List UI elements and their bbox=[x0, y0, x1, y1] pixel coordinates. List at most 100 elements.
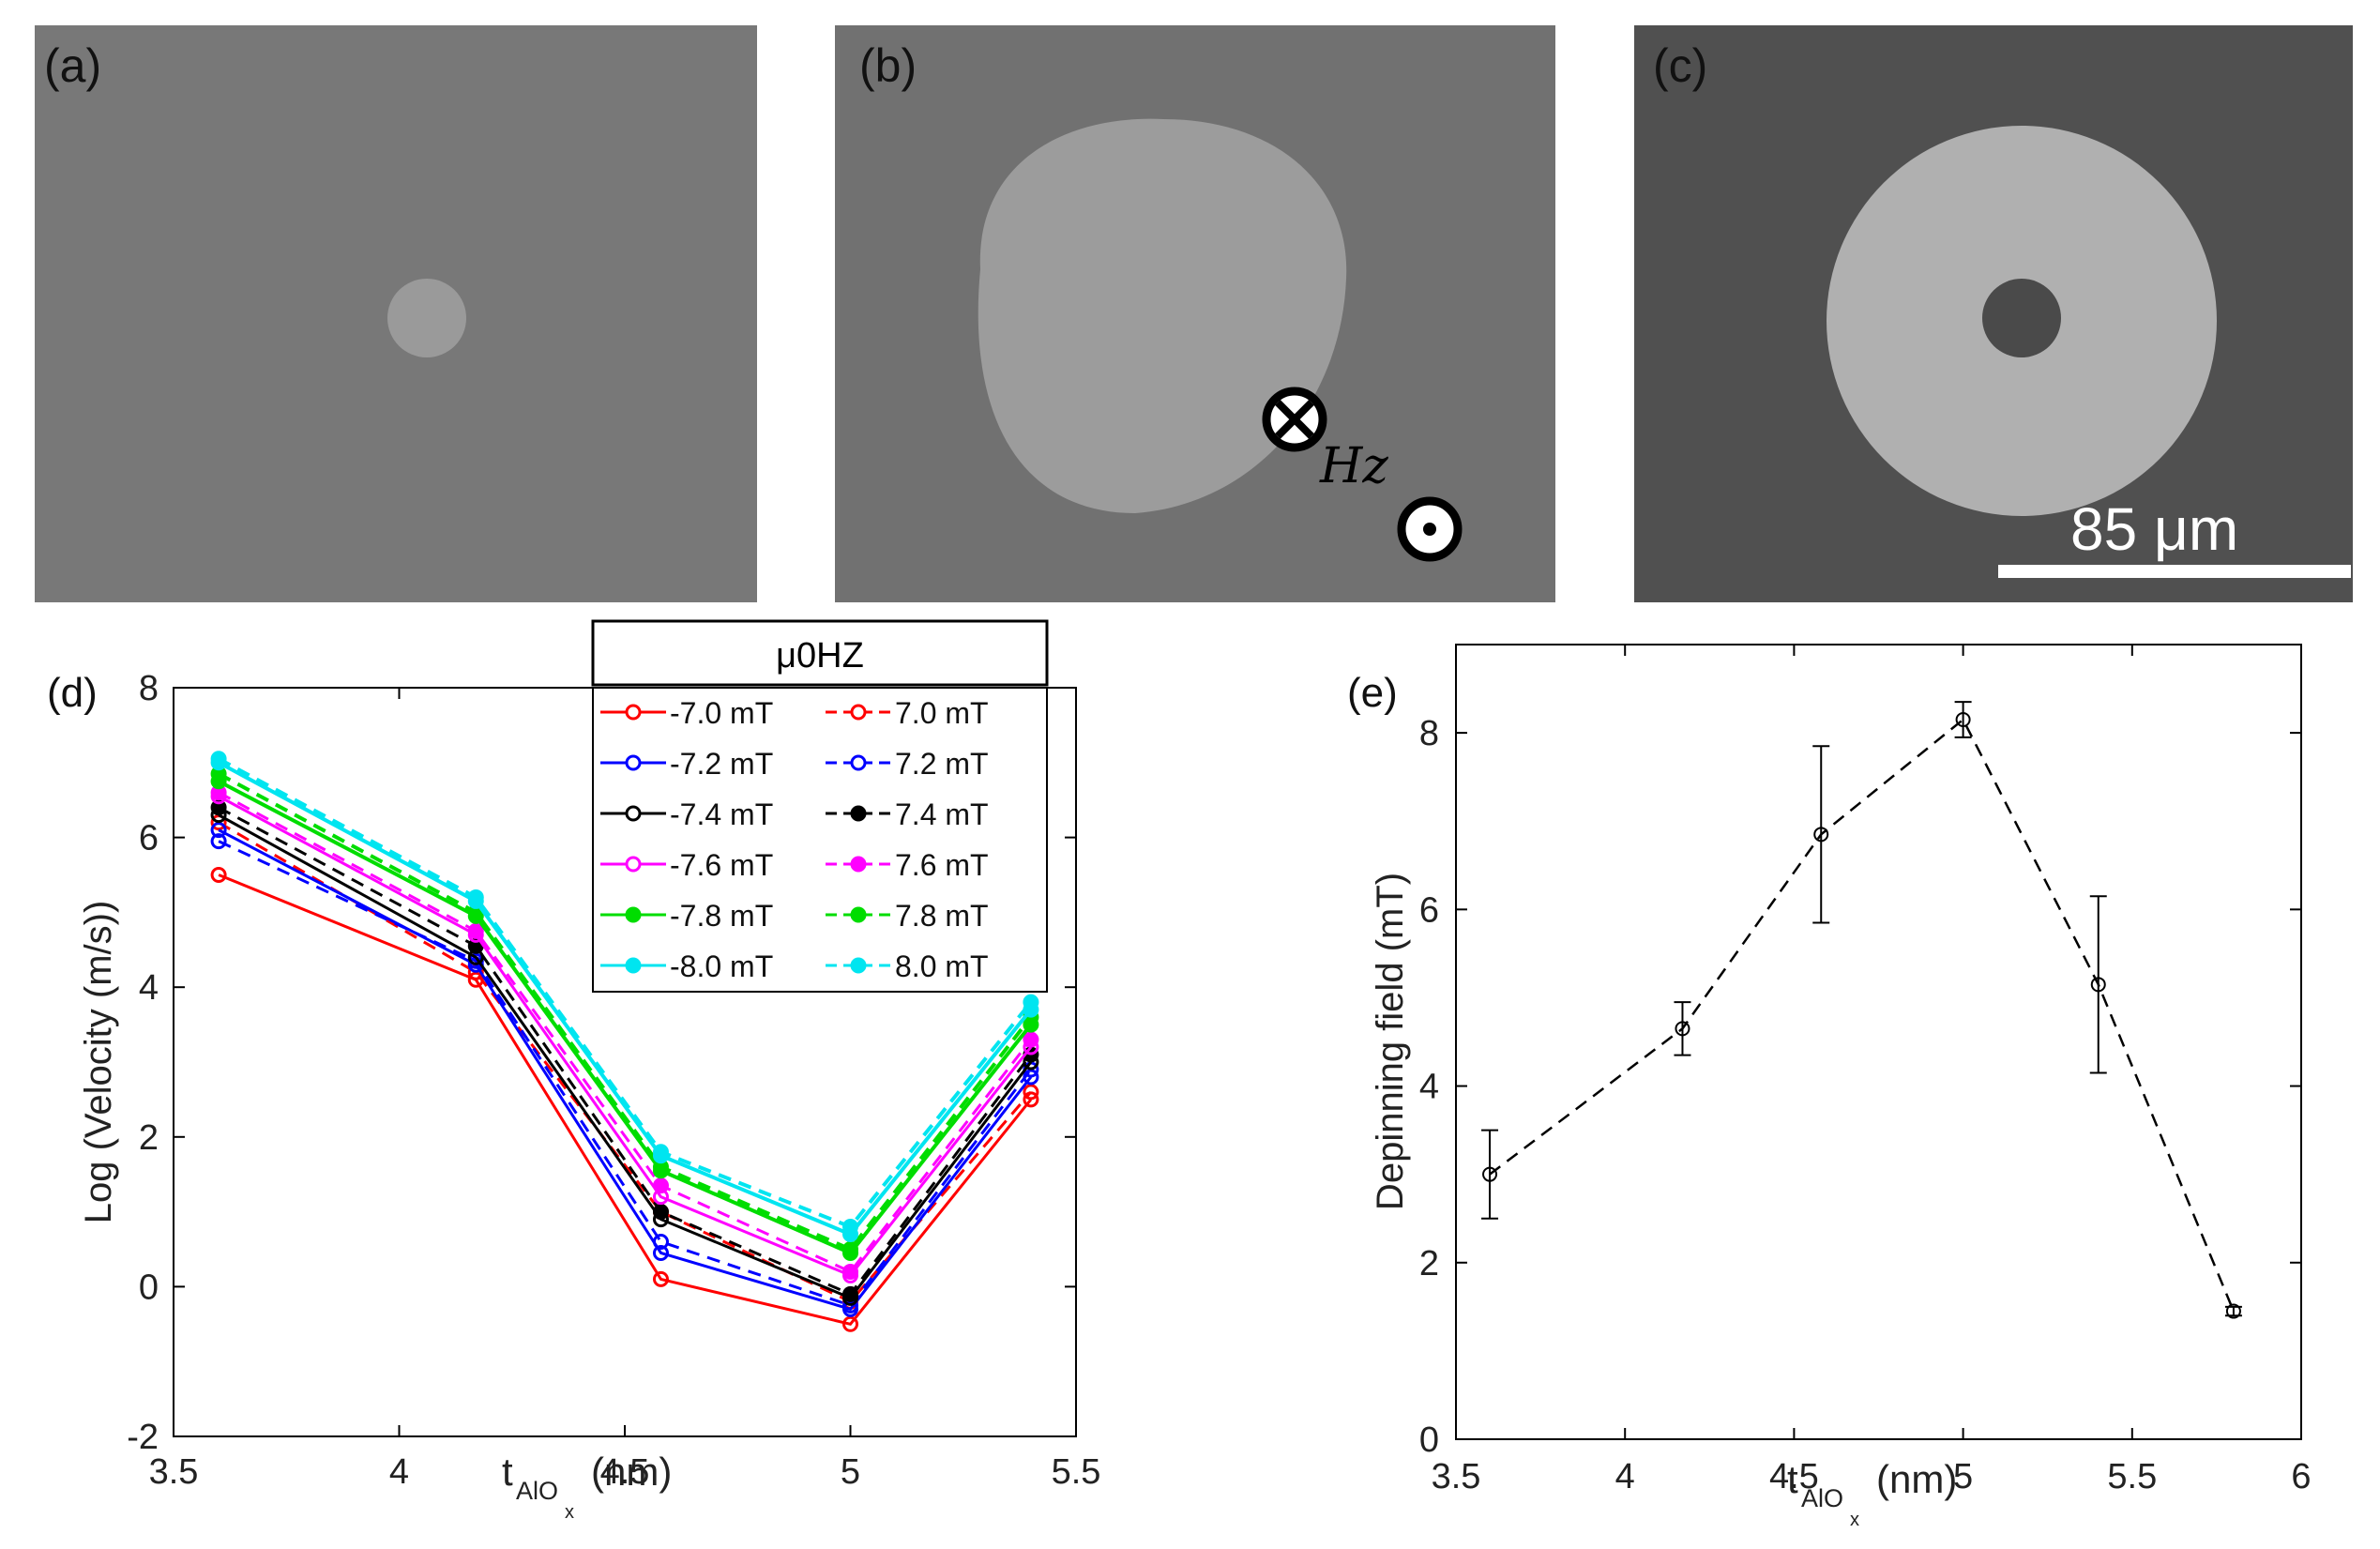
data-point bbox=[842, 1241, 858, 1257]
x-axis-label-t: t bbox=[502, 1450, 513, 1494]
legend-marker bbox=[625, 805, 642, 822]
data-point bbox=[652, 1244, 669, 1261]
panel-label-c: (c) bbox=[1653, 39, 1708, 92]
data-point bbox=[842, 1263, 858, 1280]
legend-marker bbox=[850, 704, 867, 721]
panel-label-a: (a) bbox=[44, 39, 102, 92]
data-point bbox=[652, 1177, 669, 1194]
x-tick-label-d: 4 bbox=[389, 1452, 409, 1492]
y-tick-label-d: 8 bbox=[139, 669, 159, 708]
series-line-3 bbox=[218, 828, 1033, 1312]
legend-marker bbox=[625, 754, 642, 771]
field-into-page-icon bbox=[1262, 387, 1327, 452]
y-tick-label-e: 8 bbox=[1419, 714, 1439, 753]
y-tick-label-d: 4 bbox=[139, 968, 159, 1008]
plot-frame-e bbox=[1455, 644, 2302, 1440]
x-tick-label-e: 6 bbox=[2291, 1457, 2311, 1496]
data-point bbox=[210, 833, 227, 850]
data-point bbox=[210, 822, 227, 839]
legend-marker bbox=[850, 754, 867, 771]
micrograph-c: 85 μm (c) bbox=[1634, 25, 2353, 602]
series-line-1 bbox=[218, 873, 1033, 1326]
data-point bbox=[652, 1144, 669, 1161]
depinning-chart: (e) 3.5 4 4.5 5 5.5 6 0 2 4 6 8 Depinning field (m… bbox=[1347, 644, 2312, 1530]
data-point bbox=[1023, 1084, 1039, 1101]
data-point bbox=[210, 867, 227, 883]
data-point bbox=[652, 1234, 669, 1251]
legend-box bbox=[592, 687, 1048, 993]
field-label: Hz bbox=[1320, 438, 1388, 494]
legend-marker bbox=[625, 856, 642, 873]
x-tick-label-d: 5.5 bbox=[1052, 1452, 1101, 1492]
legend-marker bbox=[850, 957, 867, 974]
data-point-e bbox=[2090, 977, 2106, 993]
x-axis-label-subsub: x bbox=[565, 1502, 574, 1523]
data-point bbox=[1023, 1031, 1039, 1048]
legend-marker bbox=[625, 704, 642, 721]
small-domain bbox=[387, 279, 466, 357]
x-axis-label-t-e: t bbox=[1787, 1457, 1798, 1501]
micrograph-a: (a) bbox=[35, 25, 757, 602]
scale-bar bbox=[1998, 565, 2351, 578]
y-axis-label-d: Log (Velocity (m/s)) bbox=[78, 901, 119, 1224]
data-point bbox=[842, 1285, 858, 1302]
y-tick-label-e: 6 bbox=[1419, 890, 1439, 930]
data-point-e bbox=[1955, 711, 1971, 727]
x-tick-label-e: 3.5 bbox=[1432, 1457, 1481, 1496]
data-point bbox=[467, 922, 484, 939]
data-point-e bbox=[1813, 827, 1829, 843]
legend-entry-label: -7.0 mT bbox=[670, 696, 773, 730]
x-axis-label-sub-e: AlO bbox=[1801, 1484, 1843, 1512]
data-point bbox=[210, 799, 227, 816]
legend-marker bbox=[850, 856, 867, 873]
x-axis-label-subsub-e: x bbox=[1850, 1510, 1859, 1530]
panel-label-d: (d) bbox=[47, 670, 98, 716]
legend-marker bbox=[850, 906, 867, 923]
panel-label-e: (e) bbox=[1347, 670, 1398, 716]
y-tick-label-e: 2 bbox=[1419, 1244, 1439, 1283]
large-domain bbox=[978, 118, 1347, 513]
series-line-2 bbox=[218, 821, 1033, 1304]
inner-hole bbox=[1982, 279, 2061, 357]
data-point-e bbox=[1675, 1021, 1690, 1037]
x-tick-label-e: 4.5 bbox=[1769, 1457, 1819, 1496]
data-point bbox=[842, 1219, 858, 1236]
data-point bbox=[652, 1270, 669, 1287]
y-tick-label-d: -2 bbox=[127, 1418, 159, 1457]
legend-entry-label: 8.0 mT bbox=[895, 949, 989, 983]
legend-marker bbox=[850, 805, 867, 822]
y-tick-label-e: 0 bbox=[1419, 1420, 1439, 1460]
scale-bar-label: 85 μm bbox=[2070, 495, 2239, 563]
x-tick-label-d: 4.5 bbox=[600, 1452, 650, 1492]
legend-entry-label: 7.6 mT bbox=[895, 848, 989, 882]
velocity-chart: (d) 3.5 4 4.5 5 5.5 -2 0 2 4 6 8 Log (Velocity (m/… bbox=[47, 619, 1101, 1523]
legend-entry-label: -8.0 mT bbox=[670, 949, 773, 983]
y-axis-label-e: Depinning field (mT) bbox=[1370, 873, 1411, 1210]
series-line-7 bbox=[218, 795, 1033, 1278]
legend-entry-label: -7.4 mT bbox=[670, 797, 773, 831]
x-axis-label-unit: (nm) bbox=[591, 1450, 672, 1494]
micrograph-a-svg bbox=[387, 279, 466, 357]
legend-title-box bbox=[591, 619, 1049, 687]
x-axis-label-e: t AlO x (nm) bbox=[1787, 1457, 1957, 1530]
micrograph-b: Hz (b) bbox=[835, 25, 1555, 602]
panel-label-b: (b) bbox=[859, 39, 917, 92]
data-point-e bbox=[2225, 1303, 2241, 1319]
x-tick-label-e: 5 bbox=[1953, 1457, 1973, 1496]
legend-entry-label: 7.0 mT bbox=[895, 696, 989, 730]
data-point bbox=[210, 751, 227, 767]
legend-marker bbox=[625, 957, 642, 974]
x-tick-label-e: 4 bbox=[1615, 1457, 1635, 1496]
data-point bbox=[467, 888, 484, 905]
data-point bbox=[652, 1204, 669, 1221]
x-axis-label-sub: AlO bbox=[516, 1477, 558, 1505]
legend-entry-label: 7.2 mT bbox=[895, 747, 989, 781]
legend-entry-label: -7.8 mT bbox=[670, 899, 773, 933]
x-axis-label-d: t AlO x (nm) bbox=[502, 1450, 672, 1523]
field-out-of-page-icon bbox=[1397, 496, 1463, 562]
legend-entry-label: 7.8 mT bbox=[895, 899, 989, 933]
legend-entry-label: -7.2 mT bbox=[670, 747, 773, 781]
legend-d: μ0HZ -7.0 mT 7.0 mT -7.2 mT 7.2 mT -7.4 mT 7.… bbox=[591, 619, 1049, 993]
data-point bbox=[842, 1315, 858, 1332]
micrograph-c-svg bbox=[1827, 126, 2351, 578]
